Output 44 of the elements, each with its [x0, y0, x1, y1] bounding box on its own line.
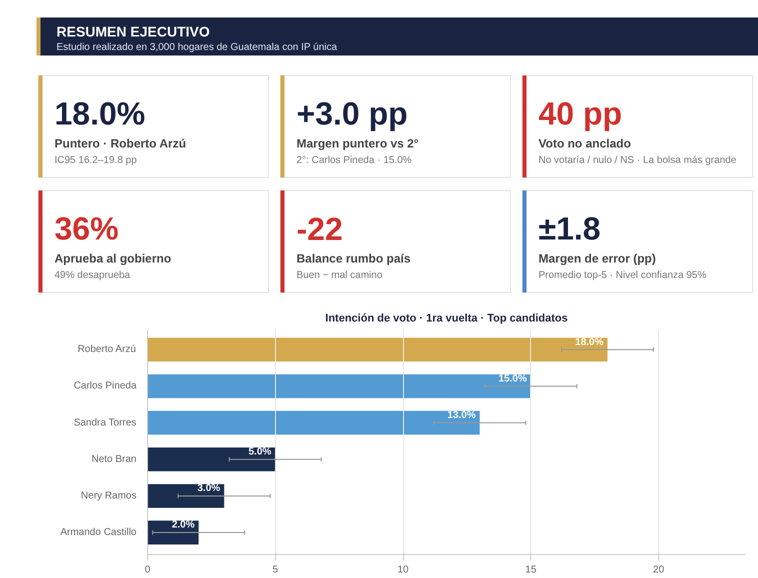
- y-tick-label: Armando Castillo: [60, 527, 137, 538]
- text: Voto no anclado: [538, 136, 631, 150]
- data-label: 3.0%: [197, 483, 220, 494]
- bar: [148, 410, 480, 435]
- y-tick-label: Sandra Torres: [74, 417, 136, 428]
- data-label: 2.0%: [172, 520, 195, 531]
- bar: [148, 447, 276, 472]
- data-label: 5.0%: [248, 446, 272, 458]
- x-tick-label: 15: [525, 564, 537, 576]
- text: 18.0%: [54, 96, 146, 132]
- y-tick-label: Carlos Pineda: [74, 380, 137, 392]
- y-tick-label: Nery Ramos: [80, 490, 137, 502]
- x-tick-label: 20: [653, 564, 665, 576]
- text: Estudio realizado en 3,000 hogares de Guatemala con IP única: [56, 42, 338, 53]
- text: Puntero · Roberto Arzú: [54, 136, 186, 150]
- text: 36%: [54, 210, 119, 246]
- bar: [148, 484, 224, 508]
- data-label: 13.0%: [447, 410, 476, 421]
- text: Margen puntero vs 2°: [296, 136, 419, 150]
- data-label: 15.0%: [498, 373, 527, 384]
- bar: [148, 338, 608, 362]
- text: Balance rumbo país: [296, 252, 411, 266]
- text: Margen de error (pp): [538, 252, 656, 266]
- chart-title: Intención de voto · 1ra vuelta · Top candidatos: [325, 312, 568, 324]
- text: 2°: Carlos Pineda · 15.0%: [296, 155, 412, 166]
- text: +3.0 pp: [296, 96, 408, 132]
- x-tick-label: 0: [144, 564, 151, 576]
- y-tick-label: Neto Bran: [91, 454, 137, 465]
- bar: [148, 374, 531, 398]
- text: No votaría / nulo / NS · La bolsa más grande: [538, 155, 737, 166]
- text: 40 pp: [538, 96, 622, 132]
- bar: [148, 520, 199, 544]
- x-tick-label: 5: [272, 564, 278, 576]
- text: Buen − mal camino: [296, 270, 383, 281]
- text: 49% desaprueba: [54, 270, 131, 281]
- text: RESUMEN EJECUTIVO: [56, 24, 210, 40]
- text: Promedio top-5 · Nivel confianza 95%: [538, 270, 706, 281]
- x-tick-label: 10: [397, 564, 410, 576]
- text: IC95 16.2–19.8 pp: [54, 155, 138, 166]
- y-tick-label: Roberto Arzú: [78, 344, 136, 356]
- data-label: 18.0%: [575, 336, 604, 348]
- text: -22: [296, 211, 343, 247]
- text: Aprueba al gobierno: [54, 252, 172, 266]
- text: ±1.8: [538, 210, 601, 246]
